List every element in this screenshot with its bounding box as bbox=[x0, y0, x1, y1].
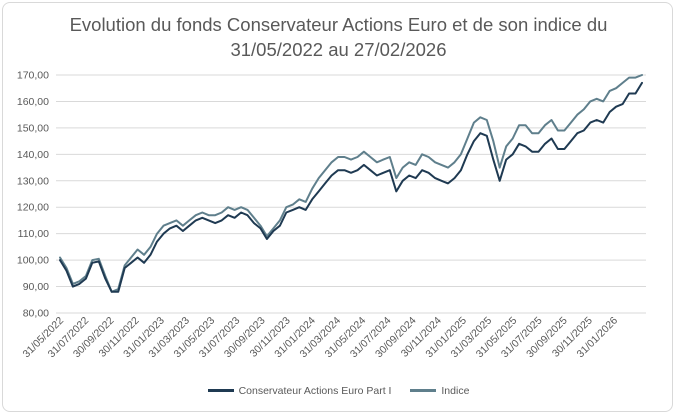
series-line-index bbox=[59, 74, 643, 293]
legend-swatch-index bbox=[410, 389, 437, 392]
y-tick-label: 160,00 bbox=[17, 96, 49, 108]
legend-label-fund: Conservateur Actions Euro Part I bbox=[238, 384, 392, 397]
grid-lines bbox=[56, 74, 646, 314]
y-tick-label: 140,00 bbox=[17, 149, 49, 161]
y-tick-label: 130,00 bbox=[17, 175, 49, 187]
y-tick-label: 100,00 bbox=[17, 255, 49, 267]
series-lines bbox=[59, 74, 643, 293]
x-axis-ticks: 31/05/202231/07/202230/09/202230/11/2022… bbox=[20, 315, 620, 361]
y-tick-label: 110,00 bbox=[18, 228, 49, 240]
legend-item-index: Indice bbox=[410, 385, 469, 397]
y-tick-label: 170,00 bbox=[17, 70, 49, 82]
y-tick-label: 90,00 bbox=[23, 281, 49, 293]
legend-swatch-fund bbox=[207, 389, 234, 392]
series-line-fund bbox=[59, 81, 643, 293]
legend: Conservateur Actions Euro Part I Indice bbox=[0, 383, 677, 397]
y-tick-label: 150,00 bbox=[17, 122, 49, 134]
y-tick-label: 120,00 bbox=[17, 202, 49, 214]
chart-title: Evolution du fonds Conservateur Actions … bbox=[0, 12, 677, 62]
y-tick-label: 80,00 bbox=[23, 308, 49, 320]
chart-title-line-2: 31/05/2022 au 27/02/2026 bbox=[230, 39, 447, 60]
y-axis-ticks: 80,00 90,00 100,00 110,00 120,00 130,00 140,00… bbox=[17, 70, 49, 320]
legend-item-fund: Conservateur Actions Euro Part I bbox=[207, 384, 392, 397]
legend-label-index: Indice bbox=[441, 384, 470, 397]
chart-title-line-1: Evolution du fonds Conservateur Actions … bbox=[69, 14, 608, 35]
